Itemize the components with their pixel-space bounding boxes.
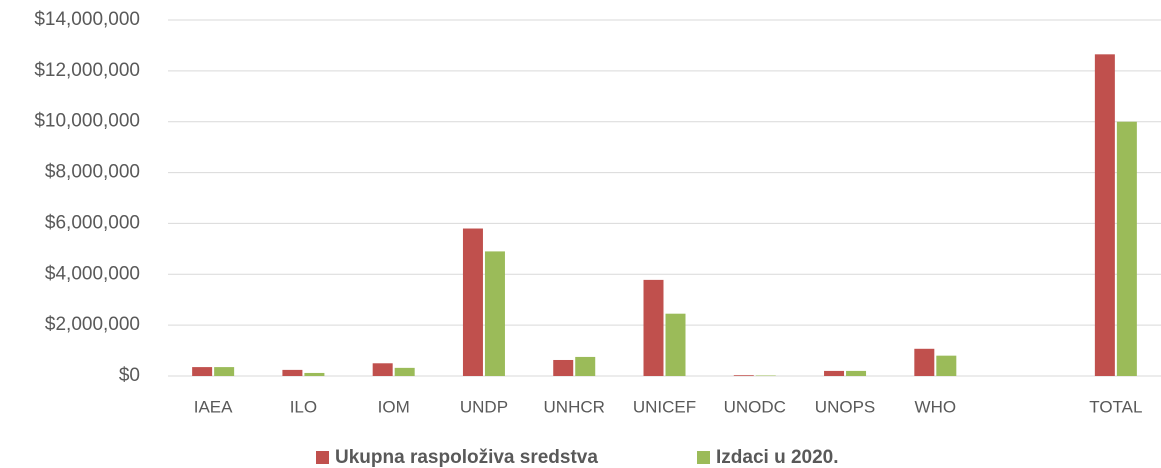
y-tick-label: $14,000,000 xyxy=(34,9,140,30)
x-tick-label: IAEA xyxy=(194,397,233,416)
legend-swatch xyxy=(316,451,329,464)
x-tick-label: UNHCR xyxy=(544,397,605,416)
bar xyxy=(755,375,776,376)
bar xyxy=(643,279,664,376)
legend-label: Izdaci u 2020. xyxy=(716,447,839,468)
x-tick-label: UNODC xyxy=(724,397,786,416)
x-tick-label: ILO xyxy=(290,397,317,416)
y-tick-label: $8,000,000 xyxy=(45,162,140,183)
bar xyxy=(846,370,867,376)
legend-swatch xyxy=(697,451,710,464)
y-tick-label: $0 xyxy=(119,365,140,386)
x-tick-label: TOTAL xyxy=(1089,397,1142,416)
bar xyxy=(304,372,325,376)
bar xyxy=(192,367,213,376)
legend-label: Ukupna raspoloživa sredstva xyxy=(335,447,598,468)
bar xyxy=(462,228,483,376)
y-tick-label: $10,000,000 xyxy=(34,111,140,132)
bar xyxy=(484,251,505,376)
bar xyxy=(824,370,845,376)
x-tick-label: WHO xyxy=(915,397,957,416)
x-tick-label: UNOPS xyxy=(815,397,875,416)
y-tick-label: $2,000,000 xyxy=(45,314,140,335)
x-tick-label: UNICEF xyxy=(633,397,696,416)
y-tick-label: $6,000,000 xyxy=(45,212,140,233)
x-tick-label: UNDP xyxy=(460,397,508,416)
y-tick-label: $12,000,000 xyxy=(34,60,140,81)
bar xyxy=(214,367,235,376)
bar xyxy=(936,355,957,376)
y-tick-label: $4,000,000 xyxy=(45,263,140,284)
bar xyxy=(914,348,935,376)
bar xyxy=(1094,54,1115,376)
bar xyxy=(553,359,574,376)
bar xyxy=(1116,121,1137,376)
bar xyxy=(665,313,686,376)
bar xyxy=(394,367,415,376)
bar xyxy=(282,369,303,376)
bar xyxy=(575,356,596,376)
bar xyxy=(372,363,393,376)
x-tick-label: IOM xyxy=(378,397,410,416)
bar xyxy=(733,375,754,376)
